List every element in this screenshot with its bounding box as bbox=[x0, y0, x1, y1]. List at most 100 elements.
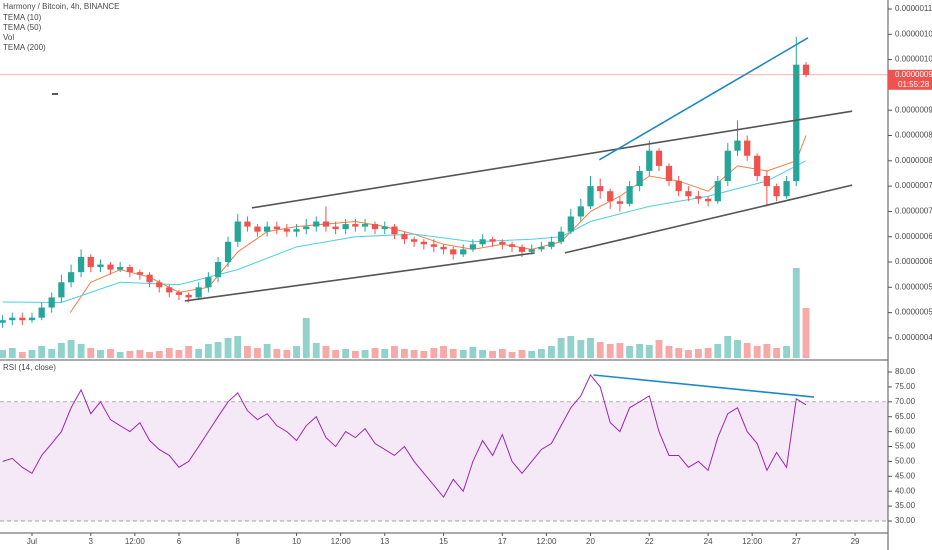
volume-bar bbox=[185, 346, 193, 358]
volume-bar bbox=[351, 351, 359, 358]
trendline bbox=[593, 374, 815, 398]
candle-body bbox=[636, 170, 643, 187]
volume-bar bbox=[77, 344, 85, 358]
y-tick-label: 55.00 bbox=[895, 442, 916, 451]
trendline bbox=[184, 252, 535, 302]
candle-body bbox=[577, 206, 584, 217]
candle-body bbox=[332, 226, 339, 230]
volume-bar bbox=[743, 343, 751, 358]
volume-bar bbox=[734, 340, 741, 358]
x-tick-label: 12:00 bbox=[125, 537, 146, 546]
volume-bar bbox=[48, 349, 56, 358]
candle-body bbox=[567, 216, 574, 232]
volume-bar bbox=[577, 340, 585, 358]
candle-body bbox=[371, 224, 379, 230]
volume-bar bbox=[401, 349, 408, 358]
volume-bar bbox=[557, 338, 565, 358]
volume-bar bbox=[18, 352, 26, 358]
y-tick-label: 80.00 bbox=[895, 367, 916, 376]
y-tick-label: 70.00 bbox=[895, 397, 916, 406]
x-tick-label: 12:00 bbox=[742, 537, 763, 546]
volume-bar bbox=[155, 351, 163, 358]
candle-body bbox=[352, 224, 359, 227]
legend-entry: TEMA (50) bbox=[3, 23, 42, 32]
candle-body bbox=[205, 277, 212, 288]
volume-bar bbox=[783, 346, 791, 358]
candle-body bbox=[175, 292, 183, 295]
candle-body bbox=[538, 246, 545, 250]
candle-body bbox=[117, 267, 124, 270]
y-tick-label: 0.00000085 bbox=[895, 131, 932, 140]
volume-bar bbox=[596, 342, 604, 358]
volume-bar bbox=[293, 346, 300, 358]
last-price-box bbox=[888, 69, 932, 90]
volume-bar bbox=[665, 346, 673, 358]
volume-bar bbox=[459, 350, 467, 358]
candle-body bbox=[607, 191, 614, 202]
candle-body bbox=[234, 221, 241, 242]
volume-bar bbox=[57, 343, 65, 358]
candle-body bbox=[440, 246, 447, 250]
candle-body bbox=[342, 224, 349, 230]
volume-bar bbox=[322, 346, 330, 358]
candle-body bbox=[273, 226, 280, 230]
volume-bar bbox=[165, 348, 173, 358]
candle-body bbox=[460, 249, 467, 255]
candle-body bbox=[763, 175, 771, 187]
candle-body bbox=[754, 155, 761, 176]
volume-bar bbox=[116, 352, 124, 358]
chart-title: Harmony / Bitcoin, 4h, BINANCE bbox=[3, 2, 119, 11]
x-tick-label: Jul bbox=[27, 537, 37, 546]
y-tick-label: 35.00 bbox=[895, 501, 916, 510]
candle-body bbox=[381, 226, 388, 230]
volume-bar bbox=[694, 349, 702, 358]
volume-bar bbox=[361, 350, 369, 358]
volume-bar bbox=[655, 340, 663, 358]
volume-bar bbox=[704, 348, 712, 358]
candle-body bbox=[499, 241, 506, 245]
candle-body bbox=[58, 282, 65, 298]
candle-body bbox=[224, 241, 232, 263]
volume-bar bbox=[567, 336, 575, 358]
x-tick-label: 12:00 bbox=[536, 537, 557, 546]
candle-body bbox=[430, 244, 437, 247]
volume-bar bbox=[773, 348, 781, 358]
volume-bar bbox=[0, 350, 7, 358]
candle-body bbox=[508, 244, 516, 247]
volume-bar bbox=[489, 351, 497, 358]
candle-body bbox=[793, 64, 800, 182]
volume-bar bbox=[87, 348, 95, 358]
x-tick-label: 27 bbox=[792, 537, 801, 546]
volume-bar bbox=[636, 344, 644, 358]
candle-body bbox=[38, 307, 45, 318]
volume-bar bbox=[67, 340, 75, 358]
candle-body bbox=[28, 317, 36, 321]
volume-bar bbox=[273, 349, 281, 358]
x-tick-label: 12:00 bbox=[331, 537, 352, 546]
volume-bar bbox=[528, 351, 536, 358]
candle-body bbox=[685, 191, 692, 197]
candle-body bbox=[293, 229, 300, 232]
candle-body bbox=[107, 264, 114, 270]
volume-bar bbox=[479, 350, 487, 358]
trendline bbox=[564, 184, 853, 254]
candle-body bbox=[322, 221, 330, 227]
candle-body bbox=[655, 150, 663, 166]
volume-bar bbox=[332, 350, 340, 358]
candle-body bbox=[264, 226, 271, 232]
y-tick-label: 65.00 bbox=[895, 412, 916, 421]
candle-body bbox=[616, 201, 624, 204]
volume-bar bbox=[410, 350, 418, 358]
candle-body bbox=[19, 317, 26, 321]
volume-bar bbox=[244, 346, 251, 358]
rsi-line bbox=[2, 374, 807, 499]
indicator-line bbox=[69, 135, 807, 313]
volume-bar bbox=[371, 348, 379, 358]
legend-entry: TEMA (10) bbox=[3, 13, 42, 22]
